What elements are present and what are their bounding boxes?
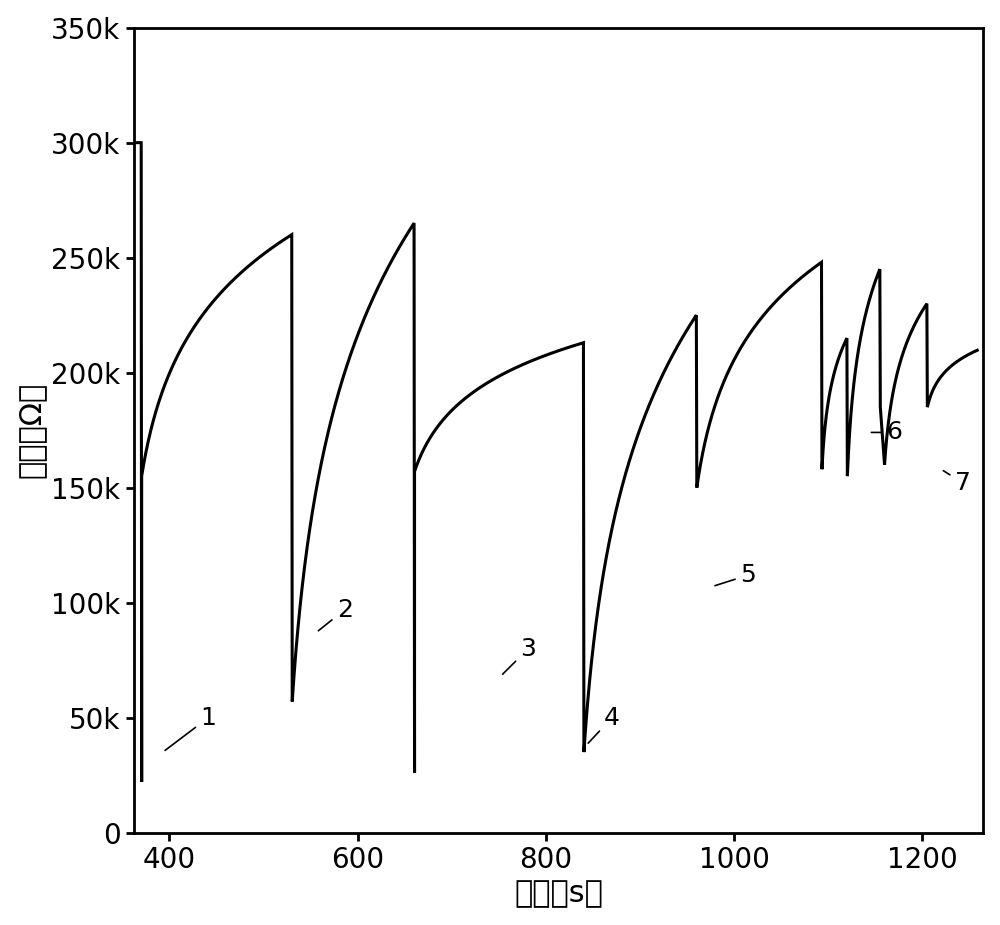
X-axis label: 时间（s）: 时间（s） bbox=[514, 880, 603, 908]
Text: 7: 7 bbox=[943, 471, 971, 495]
Text: 1: 1 bbox=[165, 706, 216, 750]
Text: 2: 2 bbox=[318, 598, 353, 631]
Text: 5: 5 bbox=[715, 563, 756, 587]
Text: 3: 3 bbox=[503, 636, 536, 674]
Text: 6: 6 bbox=[871, 421, 902, 444]
Text: 4: 4 bbox=[588, 706, 620, 743]
Y-axis label: 电阱（Ω）: 电阱（Ω） bbox=[17, 382, 46, 478]
